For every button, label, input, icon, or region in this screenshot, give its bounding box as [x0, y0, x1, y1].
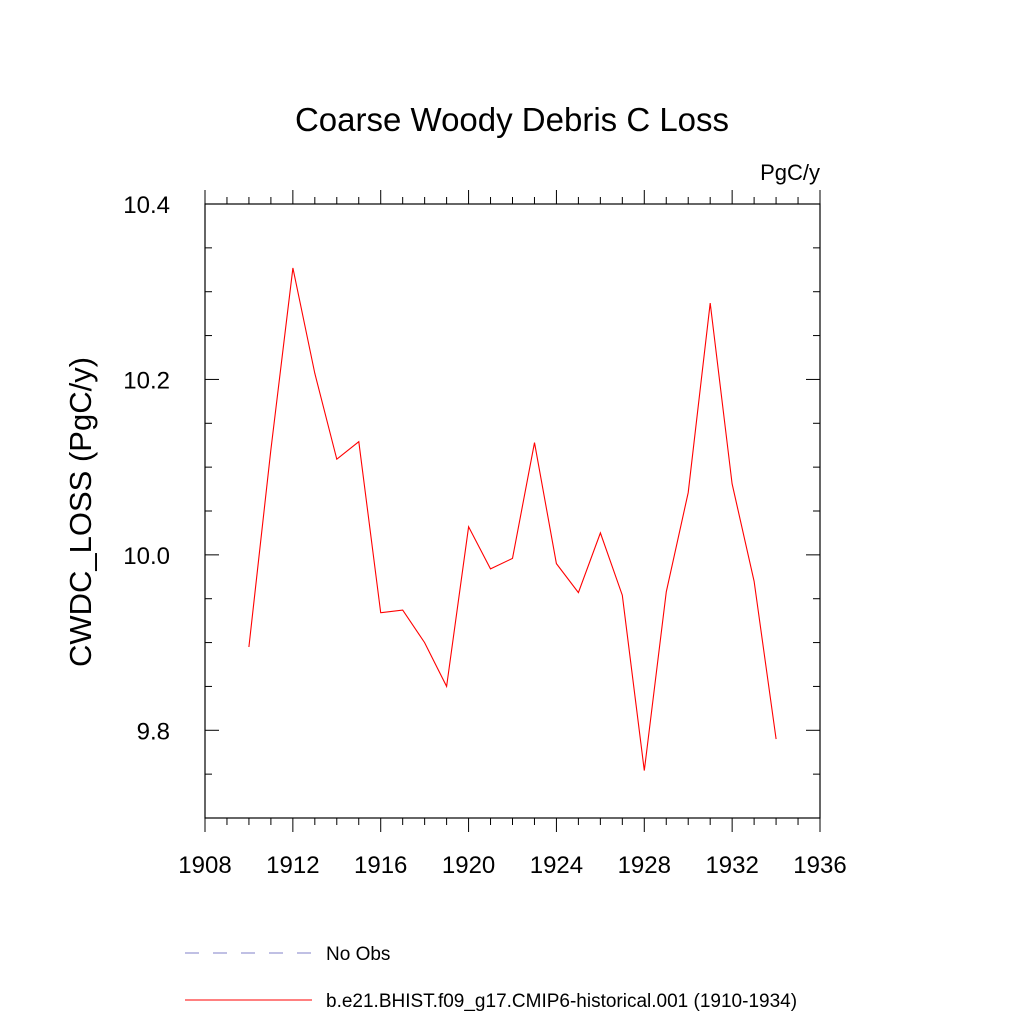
y-axis-label: CWDC_LOSS (PgC/y)	[63, 357, 98, 667]
x-tick-label: 1936	[793, 852, 846, 879]
x-tick-label: 1916	[354, 852, 407, 879]
y-tick-label: 10.2	[123, 367, 170, 394]
chart-title: Coarse Woody Debris C Loss	[295, 101, 729, 138]
plot-frame	[204, 203, 821, 819]
x-tick-label: 1924	[530, 852, 583, 879]
axis-ticks: 1908 1912 1916 1920 1924 1928 1932 1936 9.8 10.0 1…	[123, 190, 847, 879]
series-line	[248, 267, 777, 771]
y-tick-label: 10.4	[123, 192, 170, 219]
x-tick-label: 1928	[618, 852, 671, 879]
y-tick-label: 9.8	[137, 718, 170, 745]
x-tick-label: 1912	[266, 852, 319, 879]
y-tick-label: 10.0	[123, 543, 170, 570]
x-tick-label: 1932	[705, 852, 758, 879]
x-tick-label: 1908	[178, 852, 231, 879]
legend-label: No Obs	[326, 944, 390, 965]
series-layer	[248, 267, 777, 771]
units-label: PgC/y	[760, 160, 820, 185]
x-tick-label: 1920	[442, 852, 495, 879]
legend: No Obs b.e21.BHIST.f09_g17.CMIP6-historic…	[185, 944, 797, 1012]
legend-label: b.e21.BHIST.f09_g17.CMIP6-historical.001…	[326, 991, 797, 1012]
